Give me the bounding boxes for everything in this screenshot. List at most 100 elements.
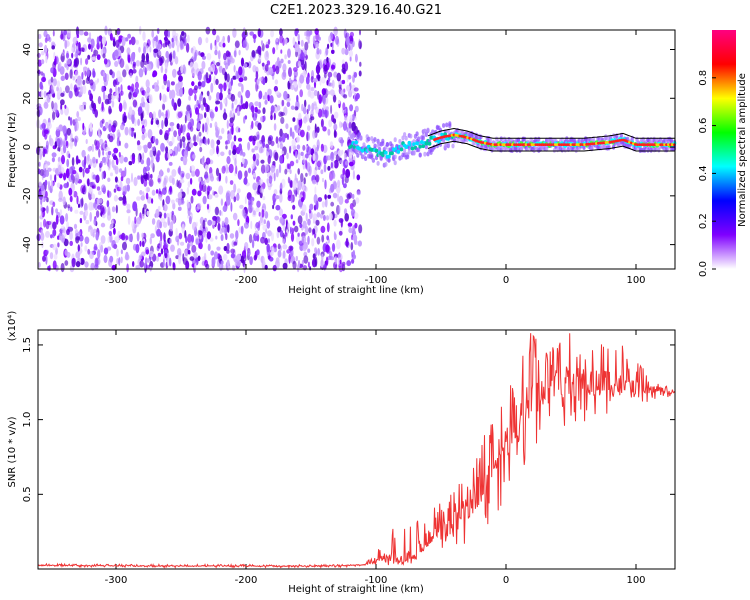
noise-blob — [267, 88, 272, 96]
noise-blob — [331, 171, 335, 179]
noise-blob — [355, 92, 360, 100]
signal-peak — [593, 142, 596, 146]
noise-blob — [350, 242, 354, 251]
noise-blob — [108, 108, 113, 114]
noise-blob — [336, 239, 341, 250]
noise-blob — [71, 47, 74, 53]
signal-halo — [398, 139, 402, 144]
noise-blob — [235, 230, 239, 240]
noise-blob — [252, 65, 257, 73]
noise-blob — [95, 158, 98, 164]
noise-blob — [262, 196, 266, 201]
noise-blob — [68, 166, 72, 175]
noise-blob — [214, 121, 218, 129]
noise-blob — [320, 225, 326, 233]
noise-blob — [238, 66, 243, 76]
noise-blob — [220, 151, 225, 157]
noise-blob — [338, 262, 344, 273]
noise-blob — [352, 40, 355, 48]
noise-blob — [312, 130, 316, 139]
noise-blob — [294, 125, 297, 131]
noise-blob — [120, 176, 124, 182]
noise-blob — [70, 173, 74, 181]
signal-core — [390, 151, 394, 156]
noise-blob — [254, 230, 259, 237]
noise-blob — [134, 118, 137, 127]
signal-halo — [423, 128, 427, 134]
noise-blob — [191, 68, 196, 77]
noise-blob — [275, 37, 279, 43]
noise-blob — [282, 238, 285, 244]
noise-blob — [100, 235, 106, 244]
noise-blob — [189, 177, 193, 185]
noise-blob — [100, 244, 104, 253]
signal-core — [420, 140, 424, 144]
noise-blob — [95, 231, 99, 241]
noise-blob — [322, 94, 326, 105]
noise-blob — [273, 123, 277, 131]
noise-blob — [157, 252, 162, 257]
noise-blob — [90, 38, 95, 49]
colorbar-tick-label: 0.6 — [698, 118, 709, 134]
noise-blob — [217, 50, 221, 60]
noise-blob — [188, 216, 192, 225]
noise-blob — [218, 185, 224, 195]
noise-blob — [294, 43, 300, 53]
noise-blob — [122, 69, 127, 78]
noise-blob — [150, 233, 155, 239]
noise-blob — [193, 134, 197, 143]
noise-blob — [96, 78, 100, 83]
noise-blob — [266, 151, 269, 157]
noise-blob — [58, 197, 63, 202]
noise-blob — [242, 40, 248, 48]
noise-blob — [149, 236, 152, 245]
noise-blob — [49, 93, 52, 99]
signal-halo — [577, 138, 581, 144]
noise-blob — [57, 147, 60, 152]
noise-blob — [75, 26, 80, 37]
noise-blob — [317, 248, 321, 256]
noise-blob — [82, 79, 86, 86]
noise-blob — [268, 175, 273, 184]
noise-blob — [145, 264, 148, 269]
noise-blob — [131, 220, 135, 230]
noise-blob — [191, 244, 197, 253]
noise-blob — [237, 170, 243, 180]
noise-blob — [87, 248, 91, 255]
noise-blob — [312, 78, 318, 83]
noise-blob — [155, 255, 160, 262]
noise-blob — [179, 179, 185, 184]
signal-peak — [671, 143, 674, 147]
noise-blob — [118, 102, 123, 113]
noise-blob — [162, 221, 168, 228]
noise-blob — [52, 111, 56, 121]
noise-blob — [265, 44, 270, 49]
noise-blob — [117, 86, 120, 93]
noise-blob — [141, 89, 146, 96]
noise-blob — [229, 117, 234, 124]
noise-blob — [302, 69, 307, 78]
noise-blob — [275, 257, 280, 264]
noise-blob — [320, 118, 324, 128]
noise-blob — [46, 122, 52, 130]
noise-blob — [174, 56, 179, 65]
noise-blob — [282, 63, 287, 72]
noise-blob — [123, 156, 128, 163]
signal-halo — [520, 146, 524, 152]
noise-blob — [316, 47, 320, 55]
noise-blob — [155, 39, 161, 50]
noise-blob — [229, 180, 234, 185]
noise-blob — [71, 257, 76, 268]
noise-blob — [325, 215, 330, 221]
noise-blob — [251, 120, 254, 129]
noise-blob — [307, 248, 311, 253]
noise-blob — [275, 65, 280, 75]
noise-blob — [272, 204, 275, 210]
noise-blob — [288, 67, 292, 78]
noise-blob — [165, 110, 168, 119]
noise-blob — [289, 145, 292, 154]
noise-blob — [324, 194, 327, 200]
noise-blob — [131, 172, 133, 183]
noise-blob — [315, 64, 321, 75]
noise-blob — [220, 198, 224, 206]
